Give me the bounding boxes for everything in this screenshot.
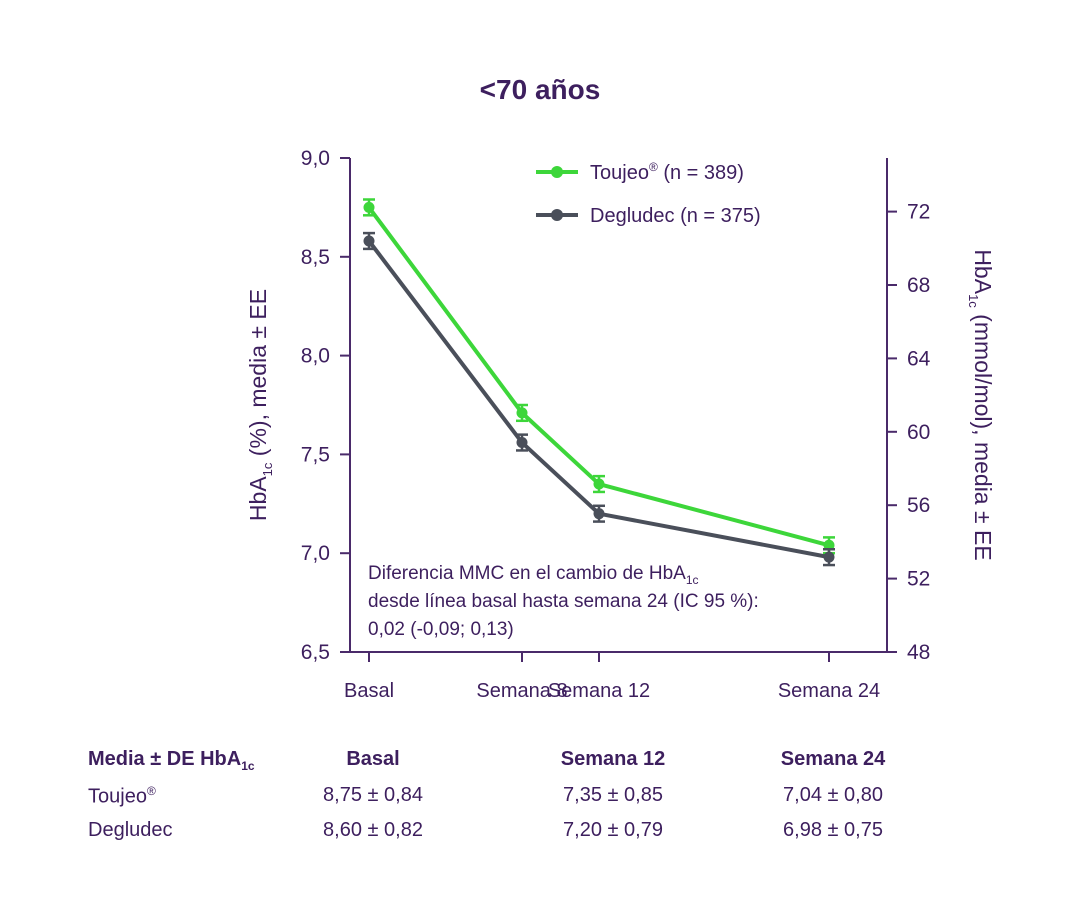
summary-table-header: Media ± DE HbA1c Basal Semana 12 Semana … — [88, 748, 918, 782]
data-point — [516, 437, 528, 449]
table-row: Toujeo® 8,75 ± 0,84 7,35 ± 0,85 7,04 ± 0… — [88, 784, 918, 818]
y-tick-label: 8,0 — [301, 345, 330, 368]
annotation-line-1: Diferencia MMC en el cambio de HbA1c — [368, 563, 699, 587]
y2-tick-label: 48 — [907, 641, 930, 664]
y2-tick-label: 72 — [907, 201, 930, 224]
x-tick-label: Basal — [344, 680, 394, 702]
y-tick-label: 7,0 — [301, 542, 330, 565]
series-line-toujeo — [367, 206, 830, 548]
data-point — [823, 551, 835, 563]
legend-label: Degludec (n = 375) — [590, 205, 761, 227]
table-cell: 7,20 ± 0,79 — [563, 819, 663, 841]
y2-tick-label: 52 — [907, 568, 930, 591]
table-cell: 6,98 ± 0,75 — [783, 819, 883, 841]
data-point — [593, 478, 605, 490]
y2-tick-label: 64 — [907, 347, 931, 370]
y-tick-label: 7,5 — [301, 443, 330, 466]
table-header-semana-24: Semana 24 — [780, 748, 886, 770]
table-header-semana-12: Semana 12 — [560, 748, 666, 770]
annotation-line-2: desde línea basal hasta semana 24 (IC 95… — [368, 591, 759, 612]
chart-title: <70 años — [479, 74, 601, 105]
y2-tick-label: 56 — [907, 494, 930, 517]
y-tick-label: 9,0 — [301, 147, 330, 170]
table-row: Degludec 8,60 ± 0,82 7,20 ± 0,79 6,98 ± … — [88, 819, 918, 853]
series-line-degludec — [367, 239, 830, 560]
x-tick-label: Semana 8 — [476, 680, 567, 702]
data-point — [363, 201, 375, 213]
table-row-name: Toujeo® — [88, 784, 156, 808]
y-tick-label: 8,5 — [301, 246, 330, 269]
data-point — [593, 508, 605, 520]
legend-marker — [551, 209, 563, 221]
data-point — [516, 407, 528, 419]
table-cell: 7,35 ± 0,85 — [563, 784, 663, 806]
y2-tick-label: 60 — [907, 421, 930, 444]
y-axis-label-right: HbA1c (mmol/mol), media ± EE — [966, 249, 996, 560]
legend-marker — [551, 166, 563, 178]
table-cell: 8,60 ± 0,82 — [323, 819, 423, 841]
legend-label: Toujeo® (n = 389) — [590, 160, 744, 184]
table-header-basal: Basal — [346, 748, 400, 770]
y2-tick-label: 68 — [907, 274, 930, 297]
x-tick-label: Semana 24 — [778, 680, 880, 702]
data-point — [363, 235, 375, 247]
table-header-label: Media ± DE HbA1c — [88, 748, 255, 773]
table-cell: 8,75 ± 0,84 — [323, 784, 423, 806]
y-axis-label-left: HbA1c (%), media ± EE — [245, 289, 275, 521]
y-tick-label: 6,5 — [301, 641, 330, 664]
table-row-name: Degludec — [88, 819, 173, 841]
annotation-line-3: 0,02 (-0,09; 0,13) — [368, 619, 514, 640]
table-cell: 7,04 ± 0,80 — [783, 784, 883, 806]
x-tick-label: Semana 12 — [548, 680, 650, 702]
